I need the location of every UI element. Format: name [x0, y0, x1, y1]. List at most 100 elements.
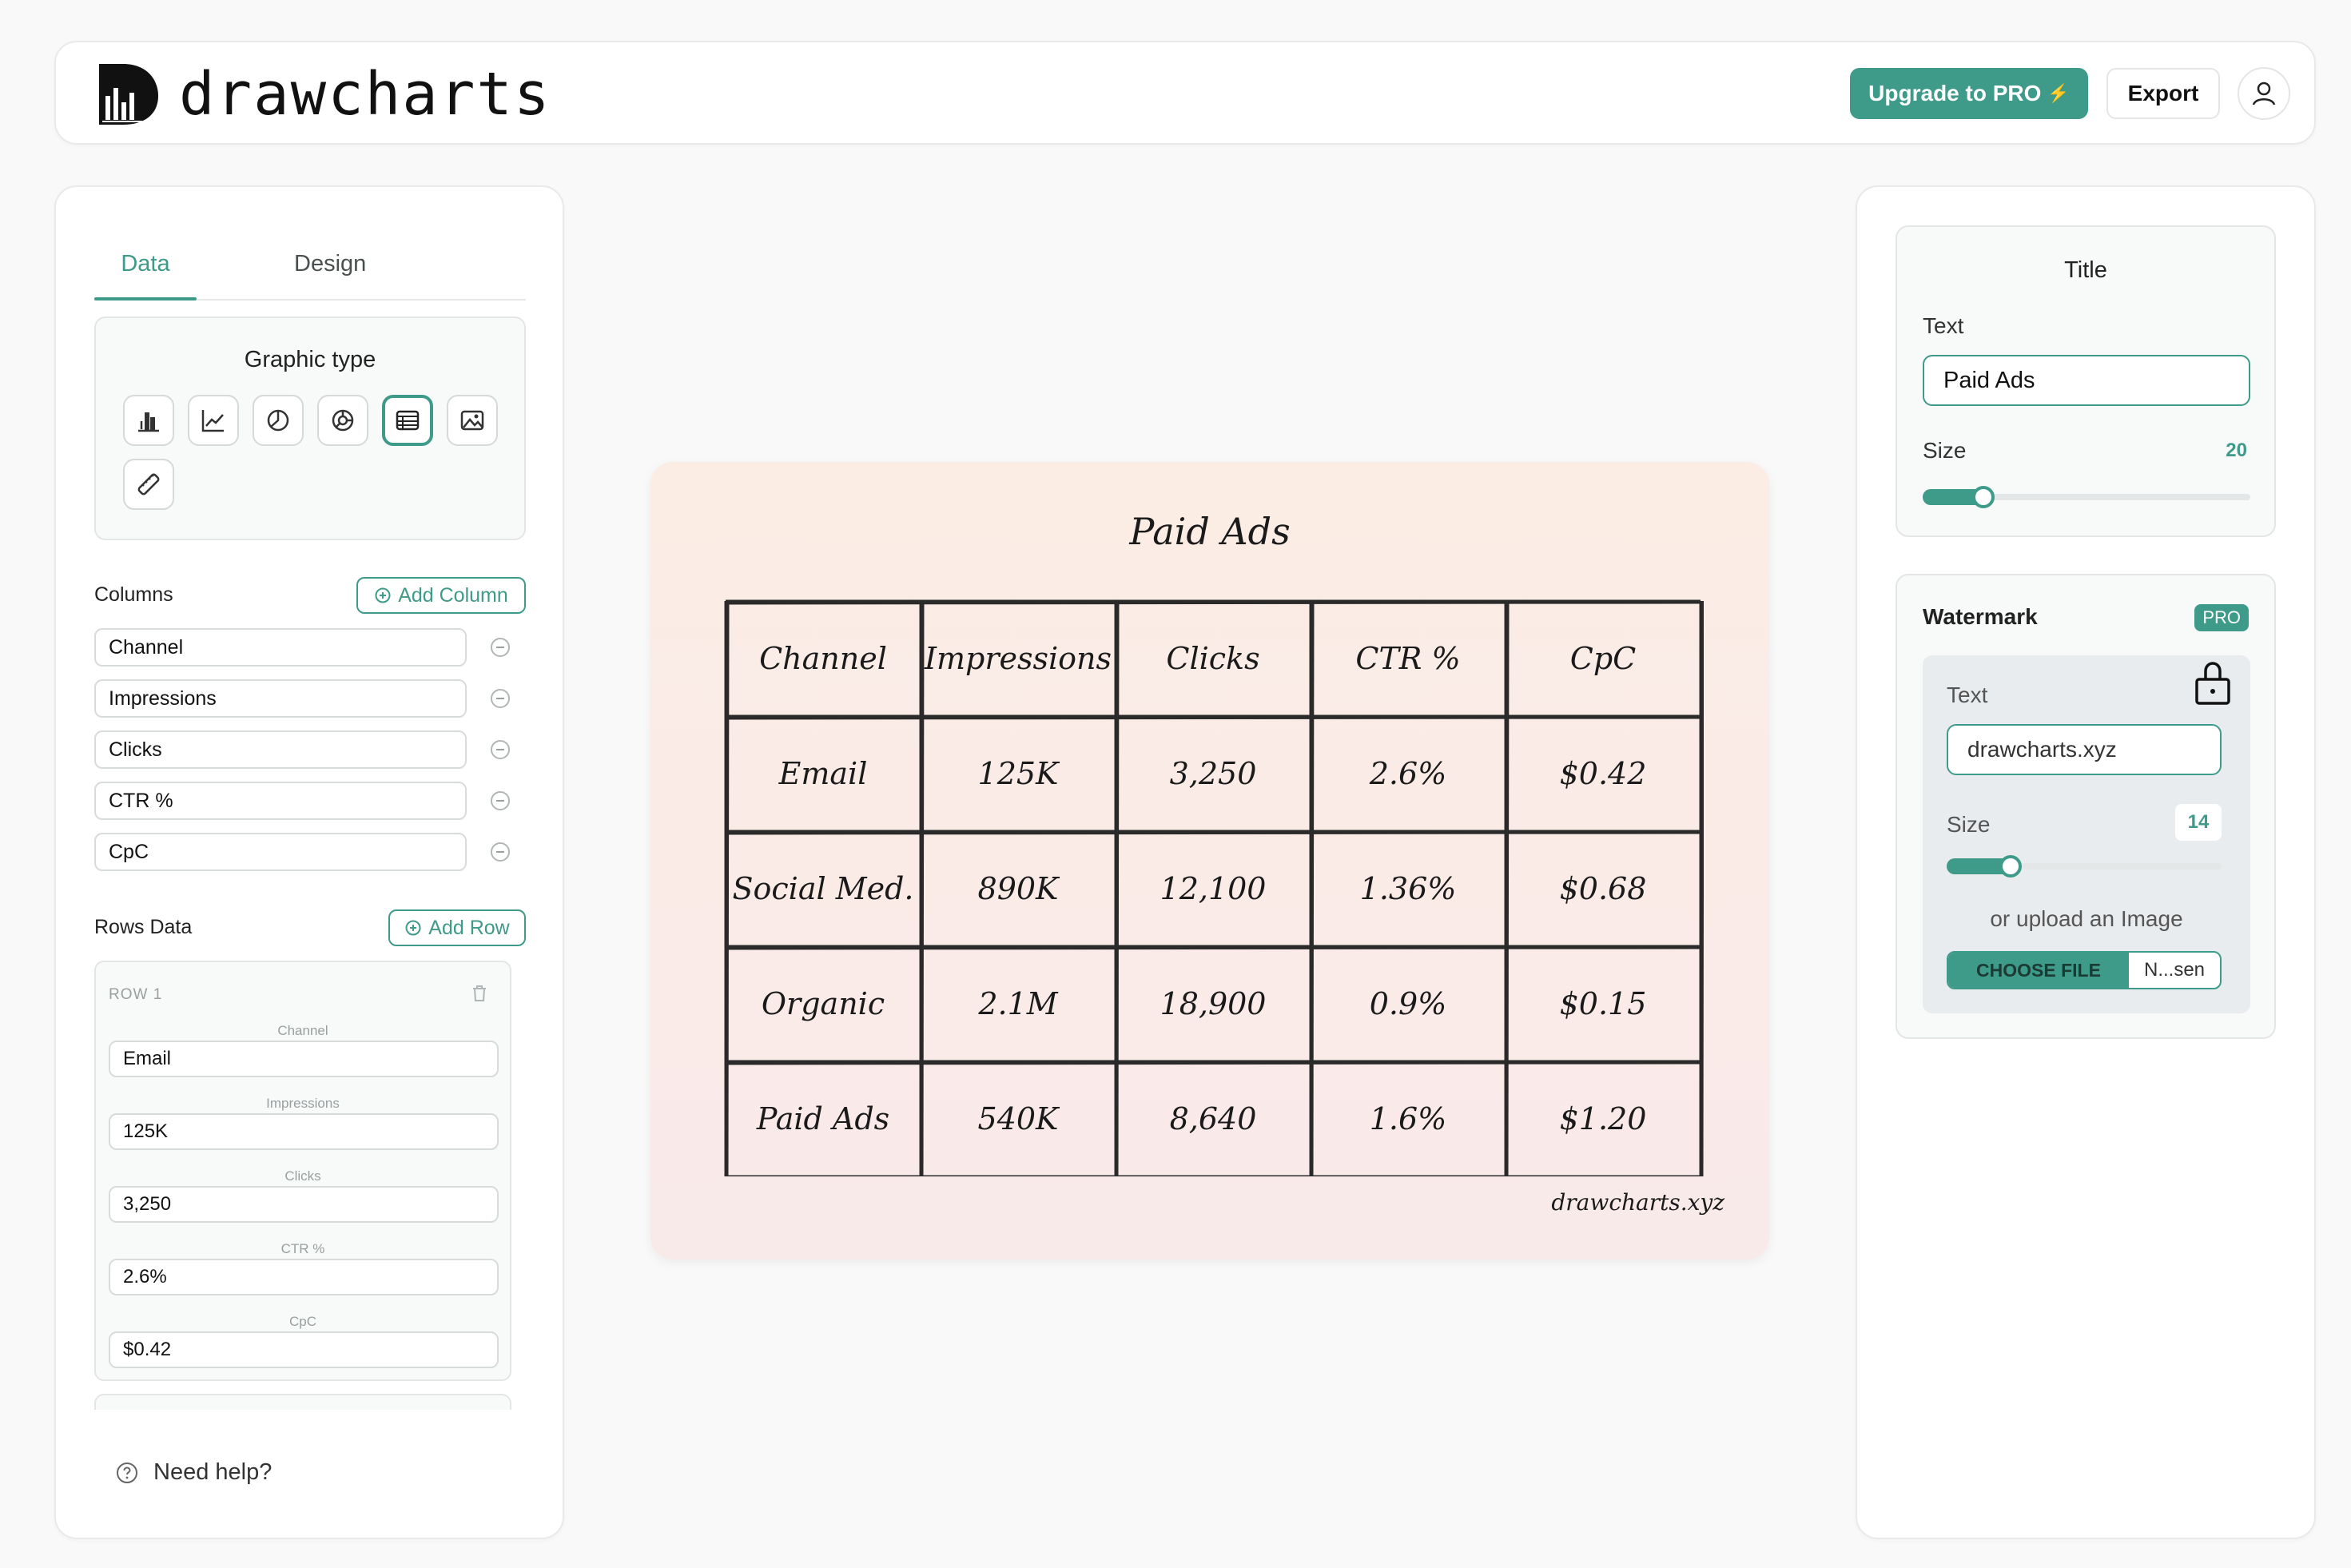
remove-column-icon[interactable]: [491, 740, 510, 759]
watermark-settings: Watermark PRO Text drawcharts.xyz Size 1…: [1896, 574, 2276, 1039]
table-header-cell: CpC: [1569, 641, 1637, 676]
image-button[interactable]: [447, 395, 498, 446]
chart-watermark: drawcharts.xyz: [1551, 1189, 1724, 1216]
field-input-clicks[interactable]: 3,250: [109, 1186, 499, 1223]
active-tab-indicator: [94, 297, 197, 300]
chart-preview: Paid Ads Channel Impressions Clicks CTR % Cp…: [650, 462, 1769, 1260]
lock-icon: [2195, 662, 2230, 705]
field-label: Impressions: [266, 1096, 340, 1111]
watermark-heading: Watermark: [1923, 604, 2038, 629]
data-panel: Data Design Graphic type Columns Add Col…: [54, 185, 564, 1539]
row-title: ROW 1: [109, 986, 163, 1003]
bar-chart-button[interactable]: [123, 395, 174, 446]
column-input-channel[interactable]: Channel: [94, 628, 467, 667]
file-input[interactable]: CHOOSE FILE N...sen: [1947, 951, 2222, 989]
table-cell: $1.20: [1559, 1101, 1647, 1136]
title-size-value: 20: [2226, 440, 2247, 461]
logo[interactable]: drawcharts: [96, 60, 551, 129]
tab-data[interactable]: Data: [121, 251, 170, 277]
bolt-icon: ⚡: [2047, 83, 2070, 103]
table-cell: $0.68: [1559, 871, 1647, 906]
user-icon: [2252, 82, 2276, 105]
table-cell: 540K: [977, 1101, 1059, 1136]
table-cell: $0.15: [1559, 986, 1647, 1021]
image-icon: [460, 410, 484, 431]
add-row-button[interactable]: Add Row: [388, 909, 526, 946]
pie-chart-button[interactable]: [253, 395, 304, 446]
slider-handle[interactable]: [1972, 486, 1995, 508]
donut-chart-icon: [332, 409, 354, 432]
column-input-cpc[interactable]: CpC: [94, 833, 467, 871]
columns-label: Columns: [94, 583, 173, 606]
top-header: drawcharts Upgrade to PRO ⚡ Export: [54, 41, 2316, 145]
slider-handle[interactable]: [1999, 855, 2022, 878]
pie-chart-icon: [267, 409, 289, 432]
column-input-clicks[interactable]: Clicks: [94, 730, 467, 769]
upgrade-to-pro-button[interactable]: Upgrade to PRO ⚡: [1850, 68, 2088, 119]
panel-tabs: Data Design: [94, 235, 526, 300]
field-label: Clicks: [284, 1168, 321, 1184]
watermark-size-value: 14: [2175, 804, 2222, 841]
donut-chart-button[interactable]: [317, 395, 368, 446]
upload-image-label: or upload an Image: [1990, 906, 2183, 931]
choose-file-button[interactable]: CHOOSE FILE: [1948, 953, 2129, 988]
row-card: ROW 1 Channel Email Impressions 125K Cli…: [94, 961, 511, 1381]
plus-circle-icon: [375, 587, 391, 603]
title-text-input[interactable]: Paid Ads: [1923, 355, 2250, 406]
upgrade-label: Upgrade to PRO: [1868, 81, 2042, 105]
table-cell: 2.6%: [1369, 756, 1447, 791]
column-input-ctr[interactable]: CTR %: [94, 782, 467, 820]
table-header-cell: Clicks: [1166, 641, 1260, 676]
table-col-line: [1311, 600, 1315, 1176]
need-help-link[interactable]: Need help?: [115, 1459, 272, 1486]
table-cell: 1.6%: [1369, 1101, 1447, 1136]
file-name: N...sen: [2143, 959, 2206, 981]
field-input-impressions[interactable]: 125K: [109, 1113, 499, 1150]
ruler-button[interactable]: [123, 459, 174, 510]
table-cell: $0.42: [1559, 756, 1647, 791]
title-size-slider[interactable]: [1923, 486, 2250, 508]
table-col-line: [1116, 600, 1120, 1176]
remove-column-icon[interactable]: [491, 689, 510, 708]
add-row-label: Add Row: [428, 916, 510, 939]
table-row-line: [725, 946, 1701, 950]
settings-panel: Title Text Paid Ads Size 20 Watermark PR…: [1856, 185, 2316, 1539]
remove-column-icon[interactable]: [491, 842, 510, 862]
title-text-label: Text: [1923, 313, 1964, 338]
table-row-line: [725, 1061, 1701, 1065]
tab-design[interactable]: Design: [294, 251, 367, 277]
watermark-text-input[interactable]: drawcharts.xyz: [1947, 724, 2222, 775]
question-circle-icon: [117, 1462, 137, 1483]
table-cell: 890K: [977, 871, 1059, 906]
table-header-cell: Channel: [759, 641, 887, 676]
graphic-type-section: Graphic type: [94, 316, 526, 540]
remove-column-icon[interactable]: [491, 791, 510, 810]
field-label: CTR %: [280, 1241, 325, 1256]
table-button[interactable]: [382, 395, 433, 446]
line-chart-button[interactable]: [188, 395, 239, 446]
remove-column-icon[interactable]: [491, 638, 510, 657]
watermark-locked-area: Text drawcharts.xyz Size 14 or upload an…: [1923, 655, 2250, 1013]
table-cell: 1.36%: [1359, 871, 1457, 906]
bar-chart-icon: [138, 412, 159, 432]
table-icon: [396, 410, 420, 431]
export-button[interactable]: Export: [2106, 68, 2220, 119]
title-heading: Title: [2064, 257, 2107, 283]
field-input-ctr[interactable]: 2.6%: [109, 1259, 499, 1295]
add-column-button[interactable]: Add Column: [356, 577, 526, 614]
field-label: CpC: [288, 1314, 316, 1329]
logo-icon: [99, 64, 158, 125]
column-input-impressions[interactable]: Impressions: [94, 679, 467, 718]
table-grid: [724, 599, 1704, 1176]
field-input-cpc[interactable]: $0.42: [109, 1331, 499, 1368]
watermark-size-slider[interactable]: [1947, 855, 2222, 878]
rows-data-label: Rows Data: [94, 916, 193, 938]
pro-badge: PRO: [2194, 604, 2249, 631]
table-row-line: [725, 831, 1701, 835]
trash-icon[interactable]: [471, 985, 487, 1002]
watermark-text-label: Text: [1947, 683, 1988, 707]
table-cell: 18,900: [1160, 986, 1267, 1021]
user-avatar[interactable]: [2238, 67, 2290, 120]
table-cell: 0.9%: [1369, 986, 1447, 1021]
field-input-channel[interactable]: Email: [109, 1041, 499, 1077]
